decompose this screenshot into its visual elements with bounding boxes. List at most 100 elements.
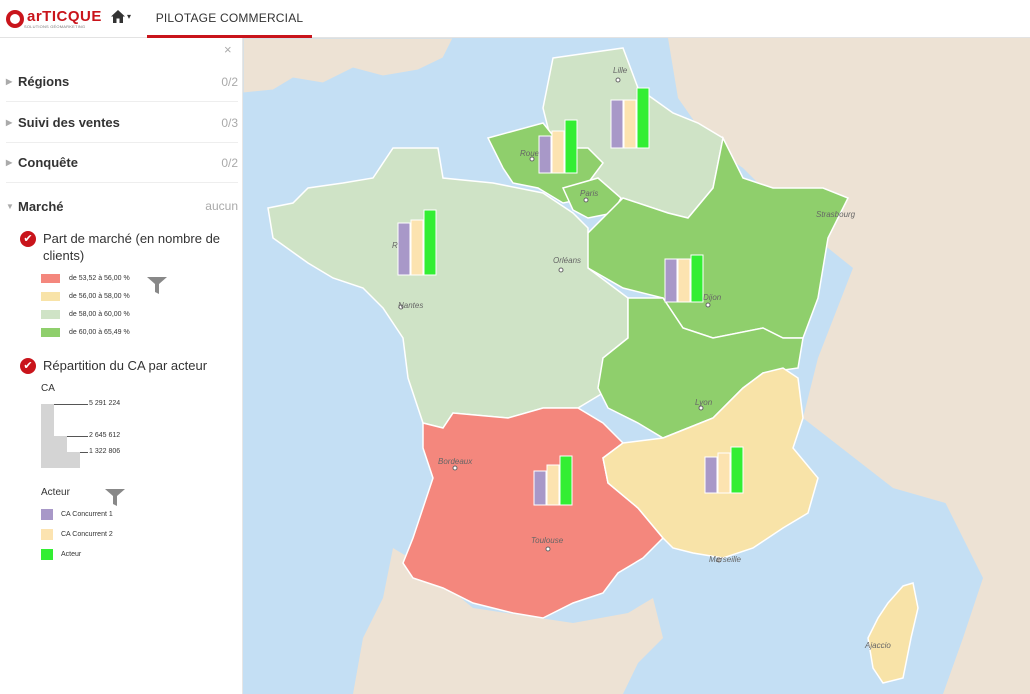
tab-pilotage-commercial[interactable]: PILOTAGE COMMERCIAL bbox=[147, 0, 312, 38]
ca-value: 1 322 806 bbox=[89, 448, 121, 455]
ca-bar-large bbox=[41, 404, 54, 468]
filter-icon[interactable] bbox=[147, 277, 167, 295]
home-icon bbox=[111, 10, 125, 23]
city-label: Rouen bbox=[520, 149, 544, 158]
top-bar: arTICQUE SOLUTIONS GÉOMARKETING ▾ PILOTA… bbox=[0, 0, 1030, 38]
city-marker bbox=[698, 405, 704, 411]
city-marker bbox=[545, 546, 551, 552]
chevron-right-icon: ▶ bbox=[6, 118, 13, 127]
legend-label: de 60,00 à 65,49 % bbox=[69, 329, 130, 336]
legend-swatch bbox=[41, 509, 53, 520]
legend-item: de 53,52 à 56,00 % bbox=[41, 274, 130, 283]
city-label: Strasbourg bbox=[816, 210, 856, 219]
legend-label: de 56,00 à 58,00 % bbox=[69, 293, 130, 300]
city-label: Paris bbox=[580, 189, 598, 198]
bar-symbol-bretagne bbox=[397, 209, 437, 276]
layer-title: Part de marché (en nombre de clients) bbox=[43, 231, 221, 263]
bar-symbol-normandie bbox=[538, 119, 578, 174]
legend-swatch bbox=[41, 310, 60, 319]
section-label: Suivi des ventes bbox=[18, 115, 120, 130]
land-england bbox=[243, 38, 454, 94]
city-marker bbox=[583, 197, 589, 203]
legend-item: CA Concurrent 1 bbox=[41, 509, 113, 520]
land-belgium-germany bbox=[668, 38, 1030, 558]
region-corse bbox=[867, 582, 919, 684]
city-label: Orléans bbox=[553, 256, 581, 265]
logo-subtext: SOLUTIONS GÉOMARKETING bbox=[24, 23, 86, 29]
legend-label: CA Concurrent 1 bbox=[61, 511, 113, 518]
legend-item: de 60,00 à 65,49 % bbox=[41, 328, 130, 337]
home-menu-button[interactable]: ▾ bbox=[111, 10, 131, 23]
section-suivi-des-ventes[interactable]: ▶ Suivi des ventes 0/3 bbox=[6, 103, 238, 143]
section-label: Régions bbox=[18, 74, 70, 89]
articque-logo[interactable]: arTICQUE SOLUTIONS GÉOMARKETING bbox=[6, 6, 102, 32]
land-italy bbox=[943, 498, 1030, 694]
legend-item: de 58,00 à 60,00 % bbox=[41, 310, 130, 319]
bar-symbol-sud-est bbox=[704, 446, 744, 494]
city-marker bbox=[398, 304, 404, 310]
city-label: Toulouse bbox=[531, 536, 564, 545]
city-label: Nantes bbox=[398, 301, 423, 310]
ca-bar-small bbox=[67, 452, 80, 468]
city-marker bbox=[705, 302, 711, 308]
section-count: aucun bbox=[205, 199, 238, 213]
filter-icon[interactable] bbox=[105, 489, 125, 507]
ca-tick bbox=[67, 436, 88, 437]
check-icon[interactable]: ✔ bbox=[20, 231, 36, 247]
bar-symbol-grand-est bbox=[664, 254, 704, 303]
chevron-down-icon: ▼ bbox=[6, 201, 14, 211]
section-count: 0/2 bbox=[221, 74, 238, 89]
ca-tick bbox=[54, 404, 88, 405]
ca-bar-medium bbox=[54, 436, 67, 468]
caret-down-icon: ▾ bbox=[127, 12, 132, 21]
chevron-right-icon: ▶ bbox=[6, 158, 13, 167]
legend-label: CA Concurrent 2 bbox=[61, 531, 113, 538]
section-label: Conquête bbox=[18, 155, 78, 170]
region-grand-est bbox=[582, 135, 850, 339]
city-marker bbox=[558, 267, 564, 273]
bar-symbol-sud-ouest bbox=[533, 455, 573, 506]
check-icon[interactable]: ✔ bbox=[20, 358, 36, 374]
region-nouvelle-aquitaine-occitanie bbox=[402, 407, 665, 619]
france-map[interactable]: Lille Rouen Paris Strasbourg Rennes Orlé… bbox=[243, 38, 1030, 694]
sidebar: × ▶ Régions 0/2 ▶ Suivi des ventes 0/3 ▶… bbox=[0, 38, 243, 694]
ca-value: 5 291 224 bbox=[89, 400, 121, 407]
ca-title: CA bbox=[41, 383, 55, 394]
logo-mark-icon bbox=[6, 10, 24, 28]
layer-part-de-marche[interactable]: ✔ Part de marché (en nombre de clients) bbox=[20, 230, 225, 264]
city-label: Lille bbox=[613, 66, 628, 75]
legend-item: CA Concurrent 2 bbox=[41, 529, 113, 540]
section-marche[interactable]: ▼ Marché aucun bbox=[6, 196, 238, 216]
actor-title: Acteur bbox=[41, 487, 70, 498]
city-label: Dijon bbox=[703, 293, 722, 302]
section-conquete[interactable]: ▶ Conquête 0/2 bbox=[6, 143, 238, 183]
legend-swatch bbox=[41, 549, 53, 560]
city-label: Marseille bbox=[709, 555, 742, 564]
legend-item: de 56,00 à 58,00 % bbox=[41, 292, 130, 301]
city-label: Lyon bbox=[695, 398, 713, 407]
city-marker bbox=[452, 465, 458, 471]
legend-label: de 53,52 à 56,00 % bbox=[69, 275, 130, 282]
legend-label: Acteur bbox=[61, 551, 82, 558]
ca-value: 2 645 612 bbox=[89, 432, 121, 439]
legend-swatch bbox=[41, 529, 53, 540]
section-count: 0/2 bbox=[221, 155, 238, 170]
section-regions[interactable]: ▶ Régions 0/2 bbox=[6, 62, 238, 102]
section-count: 0/3 bbox=[221, 115, 238, 130]
city-marker bbox=[529, 156, 535, 162]
legend-label: de 58,00 à 60,00 % bbox=[69, 311, 130, 318]
city-marker bbox=[615, 77, 621, 83]
legend-swatch bbox=[41, 292, 60, 301]
city-label: Ajaccio bbox=[864, 641, 891, 650]
chevron-right-icon: ▶ bbox=[6, 77, 13, 86]
city-marker bbox=[716, 557, 722, 563]
legend-swatch bbox=[41, 274, 60, 283]
close-icon[interactable]: × bbox=[224, 42, 232, 57]
layer-repartition-ca[interactable]: ✔ Répartition du CA par acteur bbox=[20, 357, 225, 374]
city-label: Bordeaux bbox=[438, 457, 473, 466]
layer-title: Répartition du CA par acteur bbox=[43, 358, 208, 373]
legend-swatch bbox=[41, 328, 60, 337]
ca-tick bbox=[80, 452, 88, 453]
section-label: Marché bbox=[18, 198, 64, 214]
map-canvas[interactable]: Lille Rouen Paris Strasbourg Rennes Orlé… bbox=[243, 38, 1030, 694]
